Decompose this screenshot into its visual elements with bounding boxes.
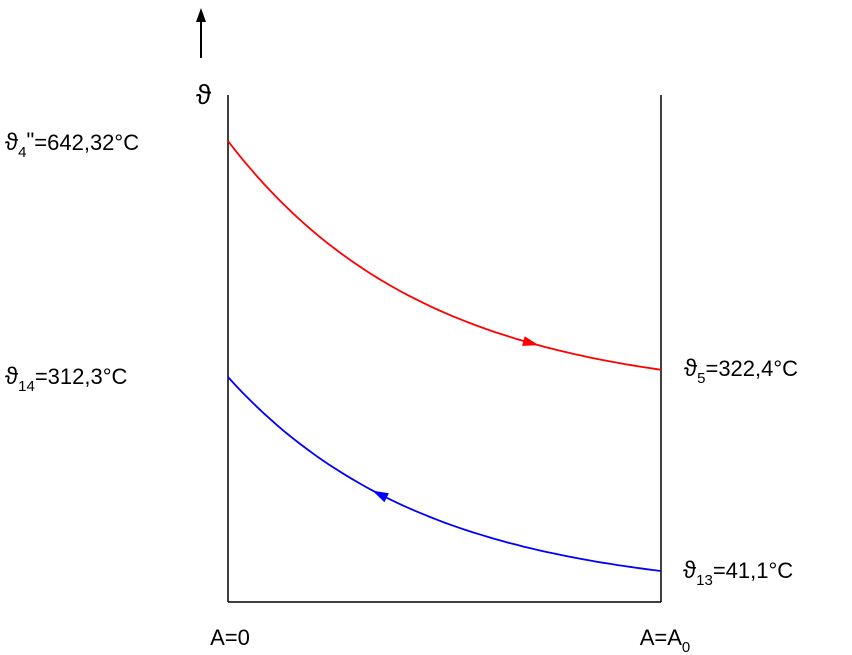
series-0-start-label-sym: ϑ xyxy=(5,129,18,156)
x-tick-label-end-base: A=A xyxy=(640,625,683,650)
series-0-line xyxy=(227,140,662,371)
series-1-direction-arrow xyxy=(372,490,389,503)
x-tick-label-end: A=A0 xyxy=(640,625,691,655)
series-0-direction-arrow xyxy=(522,336,539,346)
series-0-start-label-sub: 4 xyxy=(18,144,26,161)
x-tick-label-start-base: A=0 xyxy=(210,625,250,650)
series-1-start-label-sub: 14 xyxy=(18,378,35,395)
series-0-end-label-sub: 5 xyxy=(697,370,705,387)
y-axis-arrow-head xyxy=(196,8,206,22)
series-0-end-label-text: =322,4°C xyxy=(705,356,798,381)
series-1-start-label: ϑ14=312,3°C xyxy=(5,363,128,395)
y-axis-label: ϑ xyxy=(196,79,212,110)
series-1-start-label-sym: ϑ xyxy=(5,363,18,390)
series-1-end-label-text: =41,1°C xyxy=(713,558,793,583)
x-tick-label-end-sub: 0 xyxy=(682,639,690,655)
series-1-end-label-sub: 13 xyxy=(696,572,713,589)
series-0-start-label-text: =642,32°C xyxy=(34,130,139,155)
x-tick-label-start: A=0 xyxy=(210,625,250,650)
series-1-end-label: ϑ13=41,1°C xyxy=(683,557,793,589)
series-0-start-label: ϑ4"=642,32°C xyxy=(5,128,139,161)
series-1-end-label-sym: ϑ xyxy=(683,557,696,584)
series-0-end-label: ϑ5=322,4°C xyxy=(684,355,798,387)
series-0-end-label-sym: ϑ xyxy=(684,355,697,382)
series-1-line xyxy=(227,376,662,572)
series-layer xyxy=(227,140,662,572)
series-1-start-label-text: =312,3°C xyxy=(35,364,128,389)
series-0-start-label-sup: " xyxy=(26,128,34,153)
